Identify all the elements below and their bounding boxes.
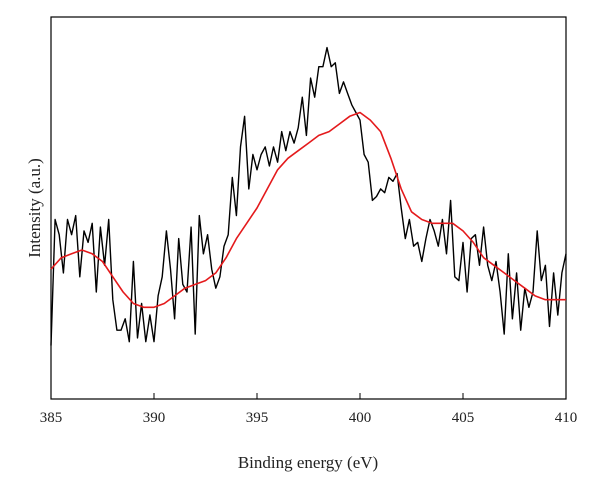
x-axis-tick-labels: 385 390 395 400 405 410	[40, 410, 578, 426]
x-axis-ticks	[50, 393, 567, 399]
raw-spectrum-line	[50, 46, 567, 346]
x-axis-title: Binding energy (eV)	[238, 453, 378, 472]
y-axis-title: Intensity (a.u.)	[25, 158, 44, 258]
series-layer	[50, 46, 567, 346]
smoothed-fit-line	[50, 111, 566, 309]
plot-frame	[50, 16, 567, 400]
x-tick-label: 385	[40, 410, 63, 426]
x-tick-label: 410	[555, 410, 578, 426]
x-tick-label: 405	[452, 410, 475, 426]
x-tick-label: 400	[349, 410, 372, 426]
x-tick-label: 390	[143, 410, 166, 426]
x-tick-label: 395	[246, 410, 269, 426]
